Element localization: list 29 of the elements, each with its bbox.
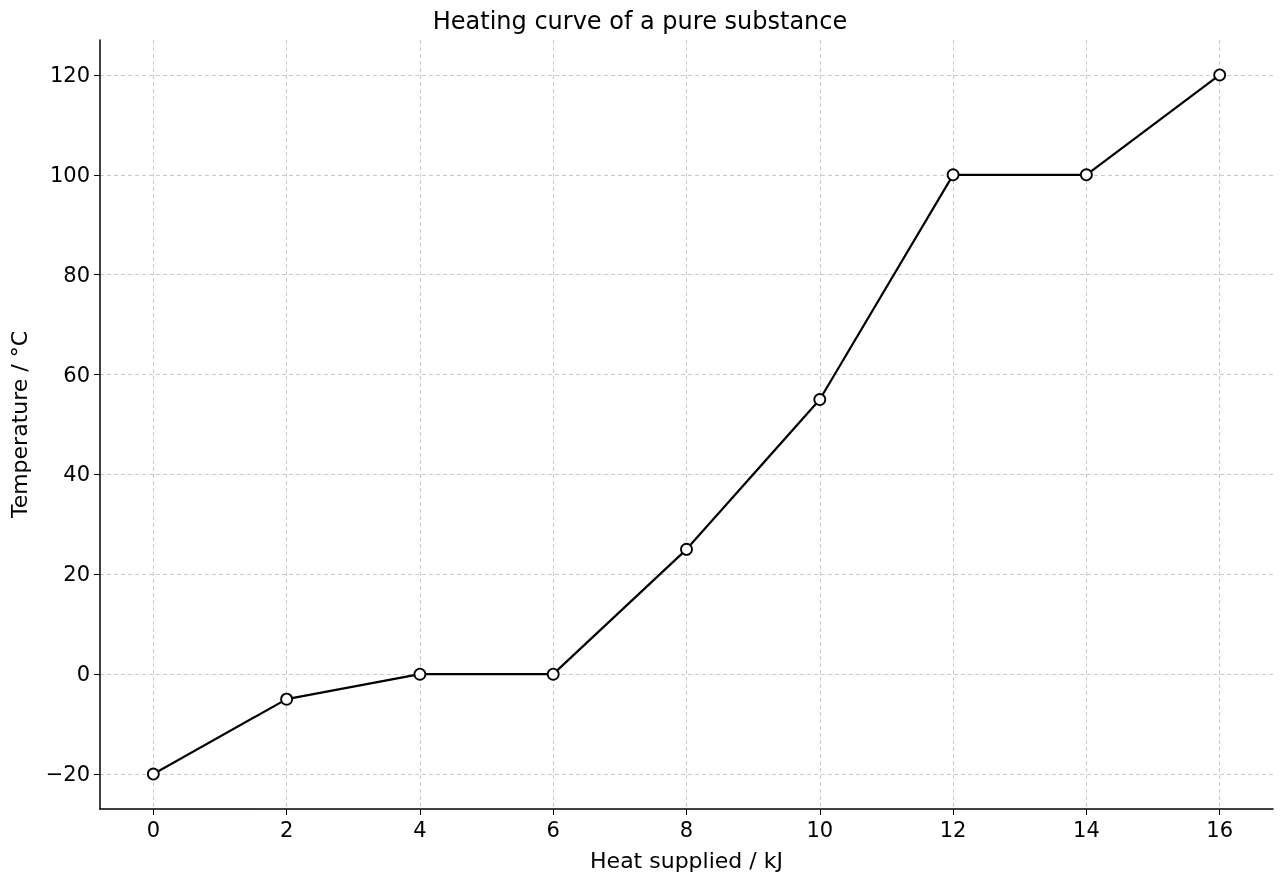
point [1213, 68, 1227, 82]
y-tick-label: 100 [49, 162, 90, 187]
point [146, 767, 160, 781]
x-tick-label: 14 [1073, 817, 1100, 842]
x-tick-label: 0 [146, 817, 161, 842]
x-tick-label: 12 [939, 817, 967, 842]
point [280, 692, 294, 706]
y-tick-label: 0 [76, 662, 90, 687]
y-tick-label: −20 [45, 762, 90, 787]
x-tick-label: 8 [679, 817, 694, 842]
x-tick-label: 10 [806, 817, 834, 842]
y-axis-title: Temperature / °C [6, 330, 32, 520]
y-tick-label: 40 [63, 462, 90, 487]
point [1080, 168, 1093, 182]
chart-title: Heating curve of a pure substance [432, 7, 848, 35]
y-tick-label: 60 [63, 362, 90, 387]
point [680, 542, 693, 556]
x-tick-label: 4 [413, 817, 427, 842]
point [413, 667, 427, 681]
y-tick-label: 80 [63, 262, 90, 287]
x-axis-title: Heat supplied / kJ [590, 847, 783, 873]
x-tick-label: 2 [279, 817, 294, 842]
point [946, 168, 960, 182]
point [546, 667, 560, 681]
point [813, 393, 827, 406]
y-tick-label: 20 [63, 562, 90, 587]
x-tick-label: 16 [1206, 817, 1234, 842]
y-tick-label: 120 [49, 62, 90, 87]
x-tick-label: 6 [546, 817, 560, 842]
